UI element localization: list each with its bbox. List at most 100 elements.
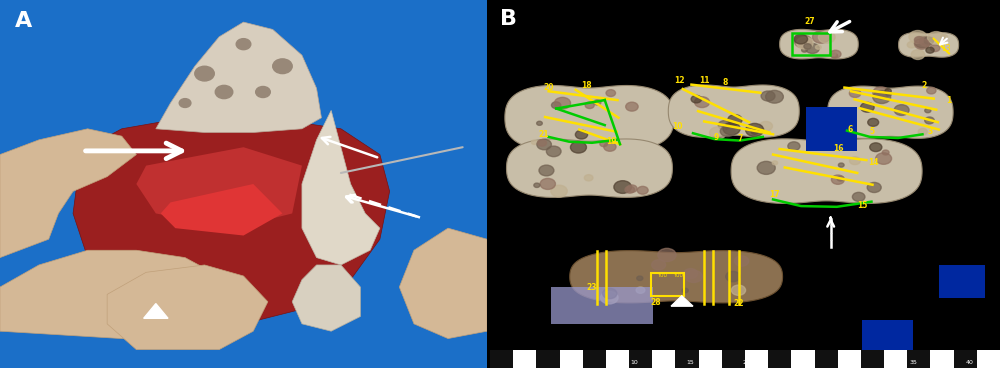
Bar bbox=[884, 350, 907, 368]
Circle shape bbox=[831, 53, 838, 58]
Bar bbox=[939, 265, 985, 298]
Circle shape bbox=[637, 186, 648, 194]
Text: 3: 3 bbox=[928, 127, 933, 136]
Text: 13: 13 bbox=[941, 44, 951, 53]
Text: 9: 9 bbox=[713, 133, 719, 142]
Circle shape bbox=[685, 270, 702, 283]
Circle shape bbox=[918, 128, 927, 135]
Polygon shape bbox=[399, 228, 487, 339]
Bar bbox=[977, 350, 1000, 368]
Circle shape bbox=[772, 161, 778, 165]
Circle shape bbox=[815, 45, 821, 49]
Bar bbox=[745, 350, 768, 368]
Circle shape bbox=[850, 157, 860, 164]
Bar bbox=[652, 350, 675, 368]
Polygon shape bbox=[731, 139, 922, 204]
Circle shape bbox=[256, 86, 270, 98]
Circle shape bbox=[570, 142, 586, 153]
Text: 5: 5 bbox=[577, 360, 581, 365]
Bar bbox=[768, 350, 791, 368]
Circle shape bbox=[914, 36, 930, 48]
Bar bbox=[629, 350, 652, 368]
Circle shape bbox=[273, 59, 292, 74]
Circle shape bbox=[627, 185, 637, 192]
Text: 5: 5 bbox=[870, 127, 875, 136]
Bar bbox=[861, 350, 884, 368]
Polygon shape bbox=[671, 296, 693, 306]
Circle shape bbox=[894, 105, 909, 116]
Polygon shape bbox=[570, 251, 783, 303]
Polygon shape bbox=[156, 22, 321, 132]
Circle shape bbox=[914, 36, 924, 43]
Text: YUU: YUU bbox=[657, 273, 667, 278]
Circle shape bbox=[818, 31, 835, 43]
Circle shape bbox=[909, 31, 927, 43]
Circle shape bbox=[594, 100, 601, 105]
Circle shape bbox=[236, 39, 251, 50]
Bar bbox=[862, 320, 913, 353]
Circle shape bbox=[658, 248, 676, 262]
Bar bbox=[907, 350, 930, 368]
Circle shape bbox=[837, 176, 844, 181]
Circle shape bbox=[876, 153, 892, 164]
Text: 11: 11 bbox=[699, 76, 710, 85]
Circle shape bbox=[540, 178, 555, 190]
Circle shape bbox=[682, 288, 688, 293]
Circle shape bbox=[885, 89, 891, 93]
Text: 35: 35 bbox=[910, 360, 918, 365]
Text: 19: 19 bbox=[606, 137, 617, 146]
Text: 14: 14 bbox=[868, 158, 879, 167]
Circle shape bbox=[734, 256, 749, 266]
Bar bbox=[699, 350, 722, 368]
Circle shape bbox=[759, 121, 772, 131]
Bar bbox=[583, 350, 606, 368]
Circle shape bbox=[603, 288, 617, 299]
Text: 22: 22 bbox=[734, 299, 744, 308]
Text: 15: 15 bbox=[687, 360, 694, 365]
Text: 27: 27 bbox=[805, 17, 815, 26]
Circle shape bbox=[585, 102, 594, 109]
Circle shape bbox=[215, 85, 233, 99]
Circle shape bbox=[860, 102, 874, 112]
Text: YUU: YUU bbox=[673, 273, 683, 278]
Polygon shape bbox=[828, 86, 953, 138]
Text: 6: 6 bbox=[847, 125, 852, 134]
Circle shape bbox=[813, 31, 830, 43]
Circle shape bbox=[554, 98, 571, 109]
Circle shape bbox=[873, 87, 889, 99]
Text: 28: 28 bbox=[651, 298, 661, 307]
Circle shape bbox=[652, 260, 666, 270]
Text: 25: 25 bbox=[798, 360, 806, 365]
Text: 12: 12 bbox=[675, 76, 685, 85]
Circle shape bbox=[626, 102, 638, 111]
Polygon shape bbox=[0, 129, 136, 258]
Circle shape bbox=[868, 118, 879, 126]
Polygon shape bbox=[292, 265, 360, 331]
Polygon shape bbox=[899, 33, 959, 57]
Bar bbox=[930, 350, 954, 368]
Circle shape bbox=[604, 142, 616, 151]
Circle shape bbox=[796, 37, 813, 49]
Circle shape bbox=[805, 43, 819, 53]
Circle shape bbox=[886, 92, 892, 96]
Bar bbox=[513, 350, 536, 368]
Circle shape bbox=[873, 91, 891, 103]
Bar bbox=[551, 287, 653, 324]
Text: 21: 21 bbox=[538, 130, 549, 139]
Bar bbox=[606, 350, 629, 368]
Circle shape bbox=[575, 130, 588, 139]
Circle shape bbox=[927, 32, 945, 44]
Bar bbox=[722, 350, 745, 368]
Bar bbox=[560, 350, 583, 368]
Circle shape bbox=[930, 45, 940, 52]
Circle shape bbox=[546, 146, 561, 157]
Text: 40: 40 bbox=[965, 360, 973, 365]
Circle shape bbox=[751, 129, 759, 134]
Polygon shape bbox=[507, 139, 672, 197]
Circle shape bbox=[925, 117, 934, 124]
Circle shape bbox=[757, 161, 775, 174]
Circle shape bbox=[802, 48, 807, 52]
Polygon shape bbox=[136, 147, 302, 228]
Polygon shape bbox=[668, 85, 799, 137]
Circle shape bbox=[551, 185, 567, 197]
